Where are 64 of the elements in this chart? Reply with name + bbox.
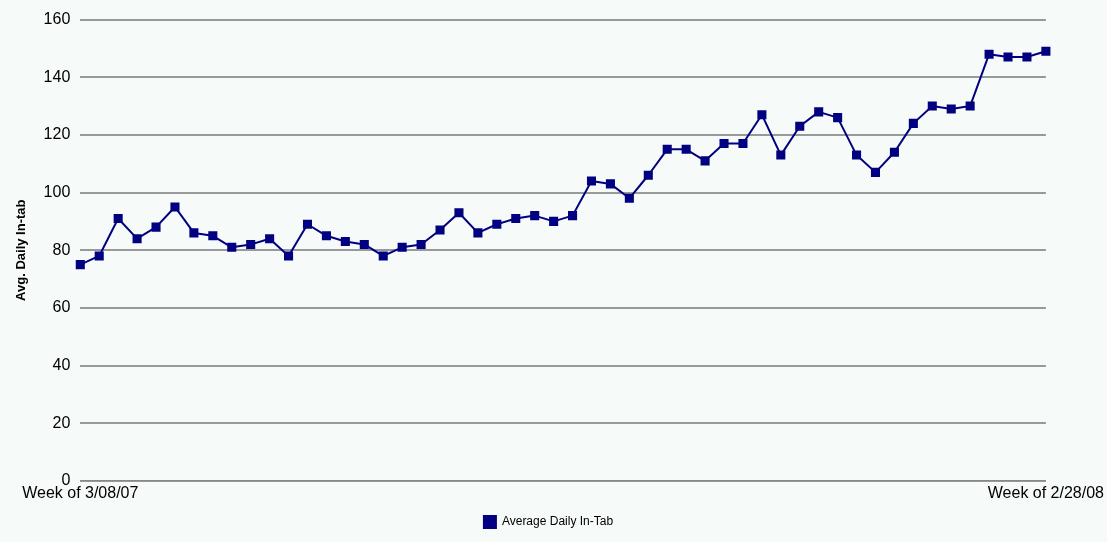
point bbox=[454, 208, 464, 218]
point bbox=[492, 219, 502, 229]
point bbox=[833, 113, 843, 123]
point bbox=[889, 147, 899, 157]
point bbox=[681, 144, 691, 154]
y-tick-label: 160 bbox=[43, 10, 71, 28]
point bbox=[700, 156, 710, 166]
point bbox=[227, 242, 237, 252]
point bbox=[852, 150, 862, 160]
point bbox=[946, 104, 956, 114]
point bbox=[265, 234, 275, 244]
point bbox=[132, 234, 142, 244]
y-tick-label: 0 bbox=[61, 471, 71, 489]
point bbox=[170, 202, 180, 212]
point bbox=[719, 139, 729, 149]
point bbox=[568, 211, 578, 221]
y-tick-label: 100 bbox=[43, 182, 71, 200]
point bbox=[75, 260, 85, 270]
y-tick-label: 80 bbox=[52, 240, 71, 258]
point bbox=[435, 225, 445, 235]
point bbox=[643, 170, 653, 180]
point bbox=[208, 231, 218, 241]
point bbox=[397, 242, 407, 252]
point bbox=[530, 211, 540, 221]
y-tick-label: 140 bbox=[43, 67, 71, 85]
point bbox=[416, 239, 426, 249]
point bbox=[321, 231, 331, 241]
point bbox=[359, 239, 369, 249]
point bbox=[586, 176, 597, 186]
legend-label: Average Daily In-Tab bbox=[501, 514, 614, 529]
point bbox=[870, 167, 881, 177]
point bbox=[511, 213, 521, 224]
y-tick-label: 120 bbox=[43, 125, 71, 143]
point bbox=[757, 110, 767, 120]
y-tick-label: 40 bbox=[52, 355, 71, 373]
point bbox=[776, 150, 786, 160]
point bbox=[795, 121, 805, 131]
point bbox=[113, 213, 123, 224]
point bbox=[927, 101, 937, 111]
point bbox=[246, 239, 256, 249]
point bbox=[965, 101, 975, 111]
point bbox=[151, 222, 161, 232]
point bbox=[624, 193, 634, 203]
point bbox=[1022, 52, 1032, 62]
y-tick-label: 60 bbox=[52, 298, 71, 316]
point bbox=[662, 144, 672, 154]
x-tick-label: Week of 2/28/08 bbox=[987, 483, 1105, 501]
point bbox=[473, 228, 483, 238]
point bbox=[1041, 46, 1051, 56]
point bbox=[94, 251, 104, 261]
point bbox=[984, 49, 994, 59]
point bbox=[284, 251, 294, 261]
point bbox=[814, 107, 824, 117]
point bbox=[340, 237, 350, 247]
point bbox=[908, 118, 918, 128]
point bbox=[1003, 52, 1013, 62]
point bbox=[302, 219, 313, 229]
point bbox=[738, 139, 748, 149]
point bbox=[605, 179, 615, 189]
point bbox=[378, 251, 388, 261]
y-tick-label: 20 bbox=[52, 413, 71, 431]
point bbox=[549, 216, 559, 226]
y-axis-title: Avg. Daily In-tab bbox=[13, 199, 29, 301]
point bbox=[189, 228, 199, 238]
